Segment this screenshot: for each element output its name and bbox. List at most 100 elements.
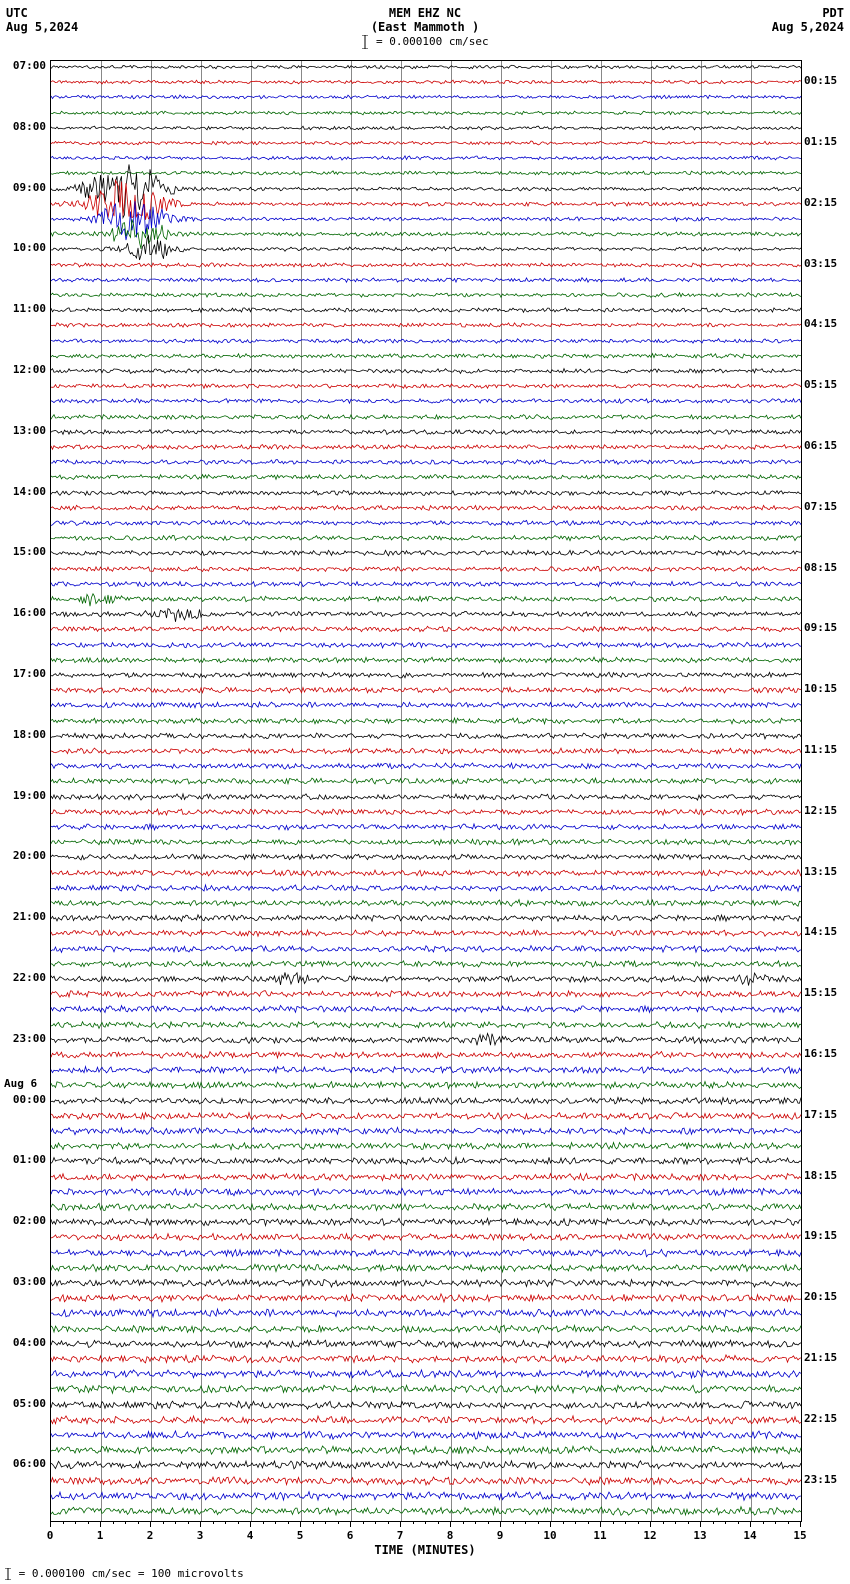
- seismic-trace: [51, 589, 801, 669]
- seismic-trace: [51, 361, 801, 441]
- gridline-v: [601, 61, 602, 1521]
- gridline-v: [201, 61, 202, 1521]
- x-tick-minor: [788, 1521, 789, 1524]
- gridline-v: [301, 61, 302, 1521]
- x-tick-label: 2: [140, 1529, 160, 1542]
- seismic-trace: [51, 1334, 801, 1414]
- station-code: MEM EHZ NC: [389, 6, 461, 20]
- x-tick-label: 1: [90, 1529, 110, 1542]
- x-tick-minor: [313, 1521, 314, 1524]
- seismic-trace: [51, 179, 801, 259]
- x-tick-minor: [725, 1521, 726, 1524]
- x-tick-minor: [175, 1521, 176, 1524]
- chart-header: MEM EHZ NC (East Mammoth ) = 0.000100 cm…: [0, 6, 850, 49]
- seismic-trace: [51, 133, 801, 213]
- seismic-trace: [51, 392, 801, 472]
- seismic-trace: [51, 848, 801, 928]
- x-tick-minor: [625, 1521, 626, 1524]
- seismic-trace: [51, 285, 801, 365]
- utc-time-label: 17:00: [2, 667, 46, 680]
- seismic-trace: [51, 1152, 801, 1232]
- pdt-time-label: 05:15: [804, 378, 837, 391]
- x-tick-minor: [763, 1521, 764, 1524]
- pdt-time-label: 11:15: [804, 743, 837, 756]
- seismic-trace: [51, 1243, 801, 1323]
- x-tick-minor: [475, 1521, 476, 1524]
- x-tick: [750, 1521, 751, 1527]
- utc-time-label: 02:00: [2, 1214, 46, 1227]
- seismic-trace: [51, 1289, 801, 1369]
- utc-time-label: 13:00: [2, 424, 46, 437]
- x-tick-minor: [88, 1521, 89, 1524]
- x-tick-minor: [513, 1521, 514, 1524]
- seismic-trace: [51, 209, 801, 289]
- seismic-trace: [51, 498, 801, 578]
- x-tick-minor: [138, 1521, 139, 1524]
- seismic-trace: [51, 377, 801, 457]
- x-tick-label: 14: [740, 1529, 760, 1542]
- seismic-trace: [51, 301, 801, 381]
- seismic-trace: [51, 1441, 801, 1521]
- seismic-trace: [51, 73, 801, 153]
- x-tick: [650, 1521, 651, 1527]
- x-tick: [50, 1521, 51, 1527]
- pdt-time-label: 10:15: [804, 682, 837, 695]
- x-tick-label: 5: [290, 1529, 310, 1542]
- x-tick-label: 6: [340, 1529, 360, 1542]
- x-tick-label: 12: [640, 1529, 660, 1542]
- seismic-trace: [51, 1121, 801, 1201]
- pdt-time-label: 01:15: [804, 135, 837, 148]
- x-tick-minor: [225, 1521, 226, 1524]
- seismic-trace: [51, 529, 801, 609]
- seismic-trace: [51, 57, 801, 137]
- utc-time-label: 10:00: [2, 241, 46, 254]
- gridline-v: [701, 61, 702, 1521]
- pdt-time-label: 06:15: [804, 439, 837, 452]
- gridline-v: [551, 61, 552, 1521]
- utc-time-label: 23:00: [2, 1032, 46, 1045]
- seismic-trace: [51, 909, 801, 989]
- x-tick-label: 4: [240, 1529, 260, 1542]
- footer-scale-bar-icon: [4, 1568, 12, 1580]
- utc-time-label: 06:00: [2, 1457, 46, 1470]
- x-tick: [300, 1521, 301, 1527]
- x-tick: [100, 1521, 101, 1527]
- helicorder-plot: [50, 60, 802, 1522]
- x-tick: [350, 1521, 351, 1527]
- gridline-v: [351, 61, 352, 1521]
- seismic-trace: [51, 316, 801, 396]
- seismic-trace: [51, 1319, 801, 1399]
- seismic-trace: [51, 1304, 801, 1384]
- x-tick: [500, 1521, 501, 1527]
- seismic-trace: [51, 1030, 801, 1110]
- gridline-v: [451, 61, 452, 1521]
- pdt-time-label: 00:15: [804, 74, 837, 87]
- seismic-trace: [51, 1228, 801, 1308]
- x-tick-minor: [538, 1521, 539, 1524]
- scale-text: = 0.000100 cm/sec: [376, 35, 489, 48]
- pdt-time-label: 23:15: [804, 1473, 837, 1486]
- seismic-trace: [51, 1425, 801, 1505]
- gridline-v: [751, 61, 752, 1521]
- x-tick-minor: [575, 1521, 576, 1524]
- seismic-trace: [51, 255, 801, 335]
- gridline-v: [501, 61, 502, 1521]
- seismic-trace: [51, 741, 801, 821]
- scale-bar-icon: [361, 35, 369, 49]
- seismic-trace: [51, 559, 801, 639]
- pdt-time-label: 17:15: [804, 1108, 837, 1121]
- x-tick: [150, 1521, 151, 1527]
- x-tick-minor: [125, 1521, 126, 1524]
- x-tick-minor: [188, 1521, 189, 1524]
- x-tick-minor: [363, 1521, 364, 1524]
- seismic-trace: [51, 1045, 801, 1125]
- seismic-trace: [51, 88, 801, 168]
- seismic-trace: [51, 1167, 801, 1247]
- x-tick-label: 0: [40, 1529, 60, 1542]
- gridline-v: [151, 61, 152, 1521]
- pdt-time-label: 04:15: [804, 317, 837, 330]
- seismic-trace: [51, 453, 801, 533]
- seismic-trace: [51, 787, 801, 867]
- footer-text: = 0.000100 cm/sec = 100 microvolts: [19, 1567, 244, 1580]
- x-tick-minor: [325, 1521, 326, 1524]
